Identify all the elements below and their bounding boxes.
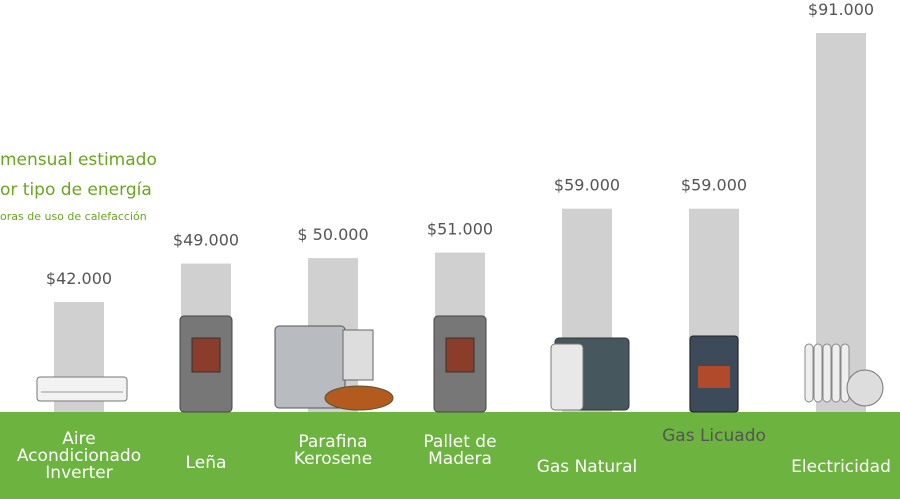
appliance-icon [275, 326, 393, 410]
icon-part [698, 366, 730, 388]
icon-part [325, 386, 393, 410]
icon-part [551, 344, 583, 410]
icon-part [343, 330, 373, 380]
icon-part [847, 370, 883, 406]
icon-part [446, 338, 474, 372]
category-label: Gas Licuado [662, 428, 766, 445]
value-label: $59.000 [681, 176, 747, 195]
appliance-icon [551, 338, 629, 410]
icon-part [823, 344, 831, 402]
category-label: Leña [186, 455, 227, 472]
appliance-icon [180, 316, 232, 412]
icon-part [37, 377, 127, 401]
icon-part [192, 338, 220, 372]
chart-note: oras de uso de calefacción [0, 210, 147, 223]
appliance-icon [37, 377, 127, 401]
icon-part [832, 344, 840, 402]
chart-title: mensual estimado [0, 150, 157, 170]
value-label: $ 50.000 [297, 225, 368, 244]
value-label: $51.000 [427, 220, 493, 239]
category-label: Electricidad [791, 459, 891, 476]
value-label: $42.000 [46, 269, 112, 288]
chart: $42.000 $49.000 $ 50.000 $51.000 $59.000 $59.… [0, 0, 900, 499]
appliance-icon [805, 344, 883, 406]
chart-subtitle: or tipo de energía [0, 180, 152, 200]
category-label: Pallet de Madera [423, 434, 496, 468]
category-label: Gas Natural [537, 459, 638, 476]
appliance-icon [690, 336, 738, 412]
value-label: $59.000 [554, 176, 620, 195]
appliance-icon [434, 316, 486, 412]
infographic: $42.000 $49.000 $ 50.000 $51.000 $59.000 $59.… [0, 0, 900, 499]
category-label: Parafina Kerosene [294, 434, 372, 468]
category-label: Aire Acondicionado Inverter [17, 431, 141, 482]
value-label: $49.000 [173, 231, 239, 250]
value-label: $91.000 [808, 0, 874, 19]
icon-part [814, 344, 822, 402]
icon-part [805, 344, 813, 402]
